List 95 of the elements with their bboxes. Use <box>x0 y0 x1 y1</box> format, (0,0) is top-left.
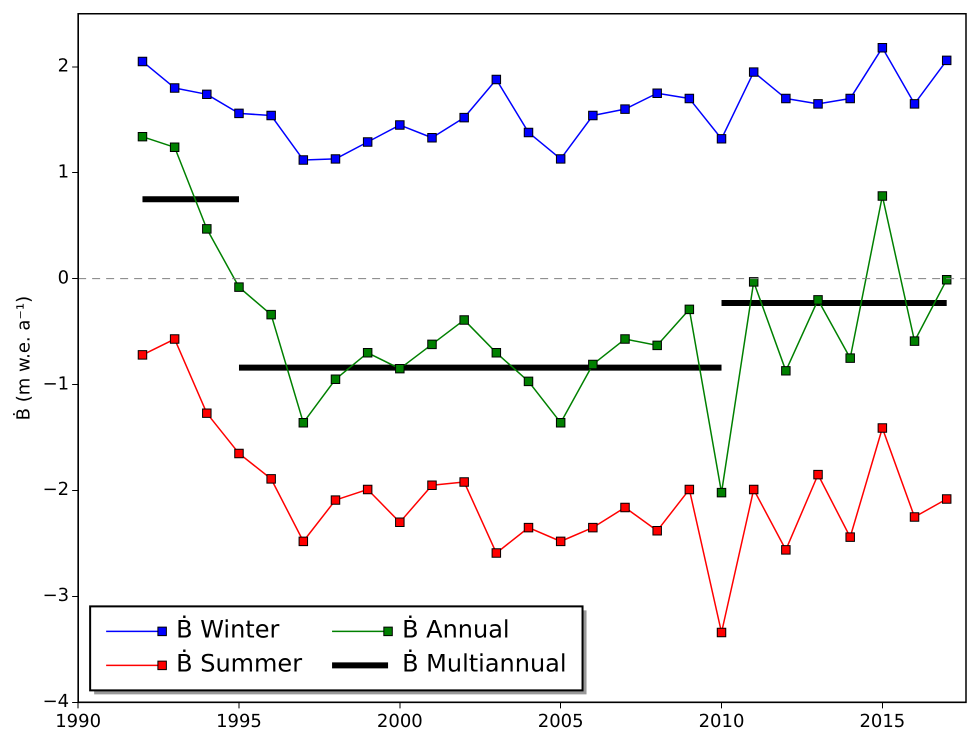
y-tick-label: 1 <box>58 161 70 182</box>
point <box>620 334 630 344</box>
point <box>716 628 726 638</box>
point <box>459 477 469 487</box>
point <box>878 42 888 52</box>
point <box>427 340 437 350</box>
y-tick-label: −2 <box>42 479 70 500</box>
point <box>202 408 212 418</box>
point <box>298 418 308 428</box>
point <box>524 128 534 138</box>
point <box>620 104 630 114</box>
y-tick-label: 2 <box>58 55 70 76</box>
point <box>781 366 791 376</box>
point <box>910 512 920 522</box>
point <box>878 191 888 201</box>
point <box>492 74 502 84</box>
point <box>652 340 662 350</box>
point <box>138 350 148 360</box>
point <box>942 494 952 504</box>
point <box>684 94 694 104</box>
point <box>556 536 566 546</box>
point <box>813 99 823 109</box>
point <box>395 120 405 130</box>
x-tick-label: 1990 <box>55 710 102 732</box>
point <box>588 360 598 370</box>
point <box>330 154 340 164</box>
point <box>427 133 437 142</box>
point <box>298 536 308 546</box>
point <box>202 90 212 100</box>
y-tick-label: −3 <box>42 585 70 606</box>
point <box>813 295 823 305</box>
point <box>845 353 855 363</box>
point <box>716 134 726 144</box>
point <box>459 112 469 122</box>
legend-label: Ḃ Multiannual <box>402 650 567 678</box>
point <box>330 495 340 505</box>
point <box>781 545 791 555</box>
x-tick-label: 2000 <box>376 710 423 732</box>
point <box>588 522 598 532</box>
point <box>845 532 855 542</box>
point <box>330 374 340 384</box>
point <box>588 110 598 120</box>
point <box>298 155 308 165</box>
point <box>234 448 244 458</box>
x-tick-label: 2010 <box>698 710 744 732</box>
point <box>362 484 372 494</box>
point <box>942 274 952 284</box>
point <box>492 348 502 358</box>
y-tick-label: −1 <box>42 373 70 394</box>
point <box>202 224 212 234</box>
x-tick-label: 2015 <box>859 710 906 732</box>
point <box>716 488 726 498</box>
point <box>266 474 276 484</box>
point <box>170 83 180 93</box>
point <box>684 304 694 314</box>
point <box>524 522 534 532</box>
point <box>395 518 405 528</box>
x-tick-label: 1995 <box>216 710 262 732</box>
y-axis-title: Ḃ (m w.e. a⁻¹) <box>12 296 34 420</box>
point <box>845 94 855 104</box>
y-tick-label: 0 <box>58 267 70 288</box>
point <box>138 132 148 142</box>
point <box>620 502 630 512</box>
point <box>556 418 566 428</box>
point <box>138 56 148 66</box>
x-tick-label: 2005 <box>538 710 584 732</box>
point <box>910 99 920 109</box>
point <box>234 282 244 292</box>
y-tick-label: −4 <box>42 691 70 712</box>
legend-label: Ḃ Annual <box>402 616 510 644</box>
point <box>942 56 952 66</box>
point <box>748 484 758 494</box>
point <box>170 142 180 152</box>
point <box>266 110 276 120</box>
point <box>395 364 405 374</box>
point <box>748 67 758 77</box>
point <box>556 154 566 164</box>
point <box>234 108 244 118</box>
point <box>266 310 276 320</box>
legend-label: Ḃ Summer <box>176 650 302 678</box>
point <box>459 315 469 325</box>
point <box>878 423 888 433</box>
point <box>684 484 694 494</box>
point <box>362 137 372 147</box>
legend-label: Ḃ Winter <box>176 616 280 644</box>
point <box>652 526 662 536</box>
point <box>524 376 534 386</box>
point <box>427 480 437 490</box>
point <box>170 334 180 344</box>
point <box>781 94 791 104</box>
point <box>813 470 823 480</box>
point <box>492 548 502 558</box>
point <box>910 336 920 346</box>
point <box>362 348 372 358</box>
point <box>652 88 662 98</box>
